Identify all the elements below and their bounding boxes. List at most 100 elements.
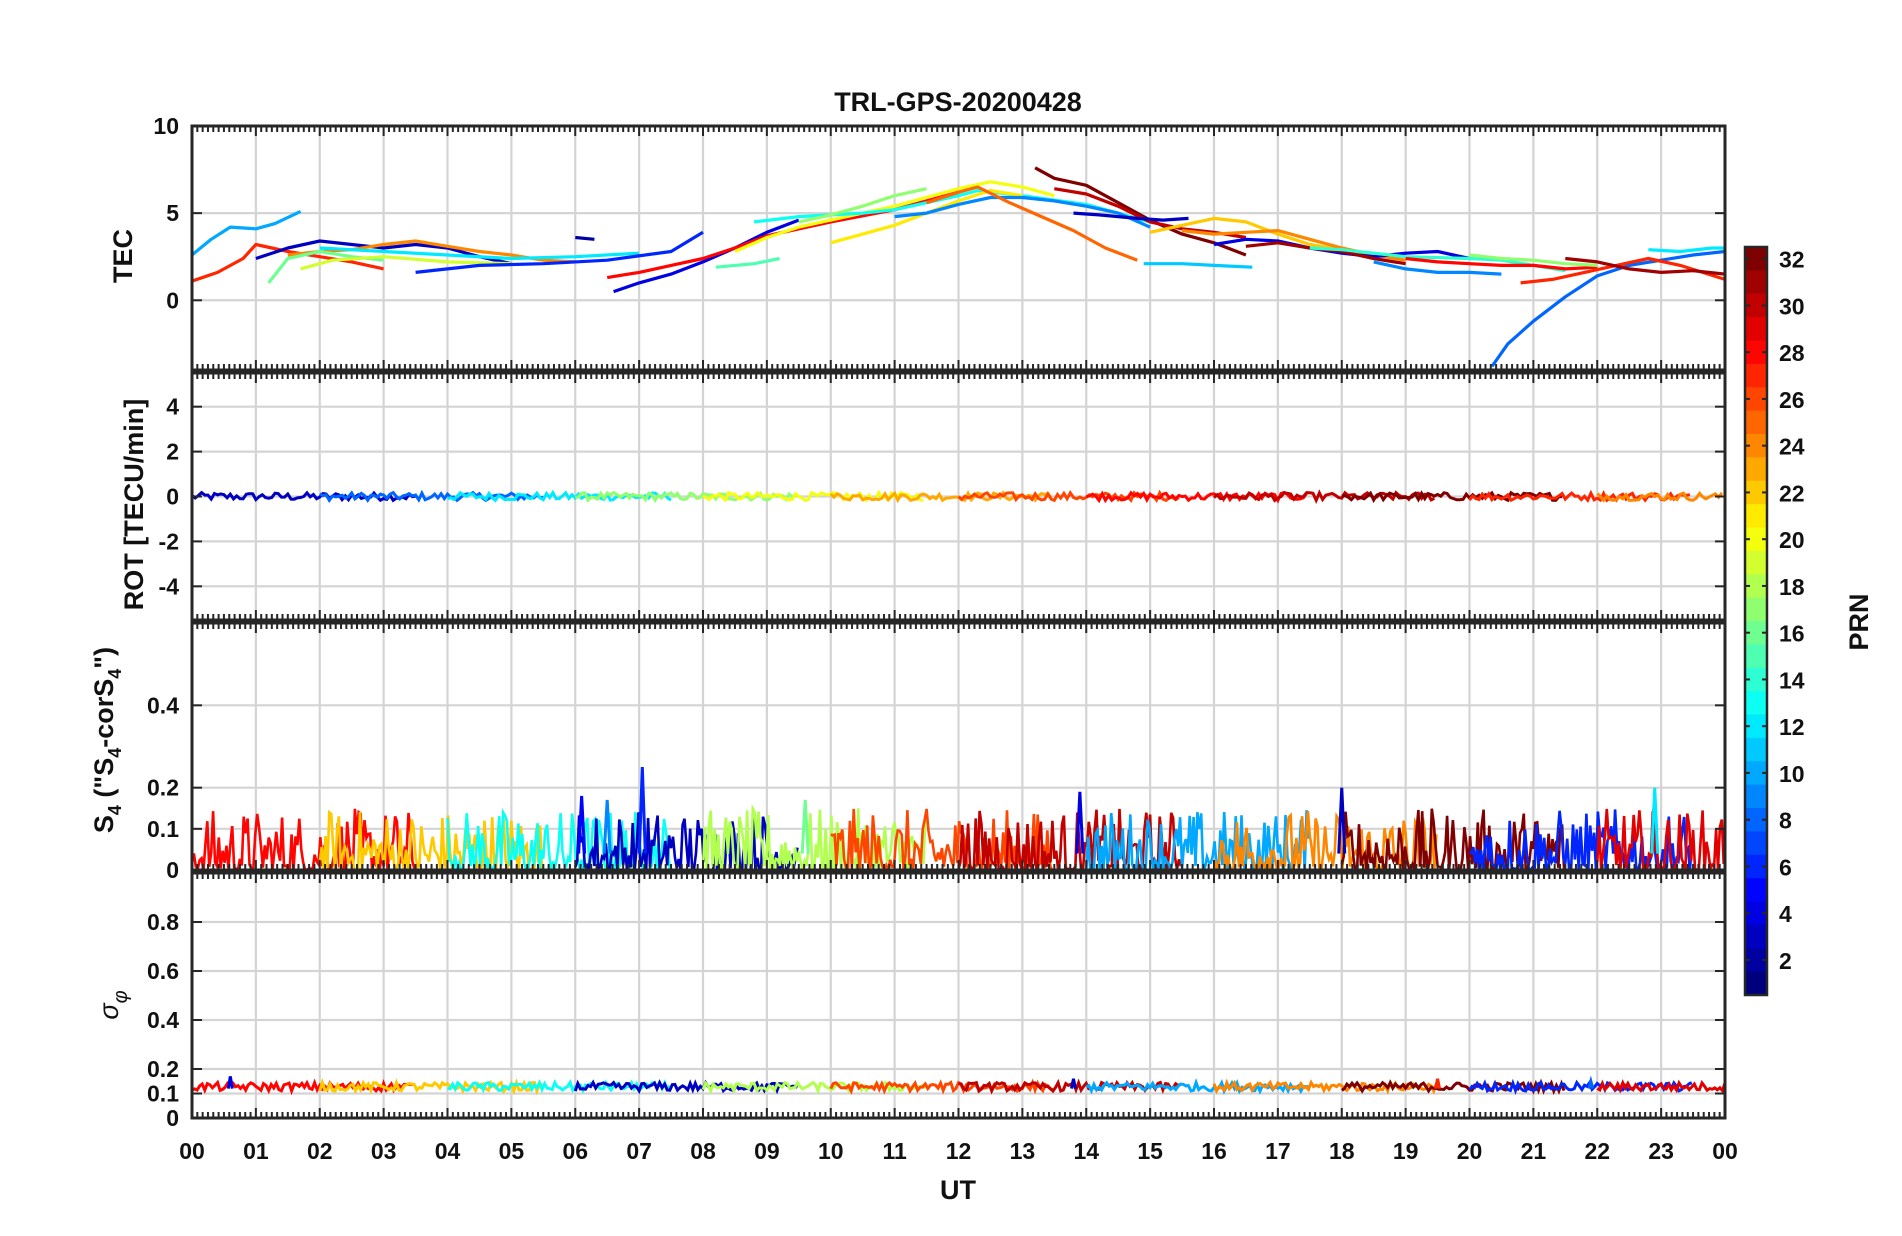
sigma-spike <box>1587 1075 1595 1089</box>
colorbar: 32 30 28 26 24 22 20 18 16 14 12 10 8 6 4 2 PRN <box>1743 245 1874 997</box>
tec-series-prn-17 <box>798 187 927 224</box>
tec-series-prn-25 <box>926 185 1138 262</box>
colorbar-tick-label: 10 <box>1779 761 1805 787</box>
tec-series-prn-19 <box>300 255 512 271</box>
tec-series-prn-10 <box>192 209 302 257</box>
y-tick-label: 0.8 <box>147 909 179 935</box>
tec-series-prn-22 <box>1149 216 1343 252</box>
tec-series-prn-28 <box>606 190 959 280</box>
colorbar-segment <box>1745 527 1767 552</box>
sigma-trace <box>701 1080 927 1095</box>
y-tick-label: -2 <box>159 528 179 554</box>
sigma-spike <box>226 1076 234 1089</box>
tec-series-prn-27 <box>192 242 384 283</box>
y-tick-label: 0 <box>166 857 179 883</box>
x-tick-label: 03 <box>371 1138 397 1164</box>
tec-series-prn-9 <box>1373 260 1502 276</box>
colorbar-segment <box>1745 270 1767 295</box>
y-tick-label: 0 <box>166 484 179 510</box>
colorbar-segment <box>1745 971 1767 996</box>
colorbar-tick-label: 20 <box>1779 527 1805 553</box>
colorbar-frame <box>1743 245 1769 997</box>
s4-trace <box>1212 810 1438 870</box>
colorbar-tick-label: 2 <box>1779 948 1792 974</box>
x-tick-label: 08 <box>690 1138 716 1164</box>
colorbar-segment <box>1745 691 1767 716</box>
x-tick-label: 22 <box>1584 1138 1610 1164</box>
tec-series-prn-6 <box>415 230 704 274</box>
colorbar-tick-label: 28 <box>1779 340 1805 366</box>
colorbar-segment <box>1745 247 1767 271</box>
y-tick-label: 0.1 <box>147 1081 179 1107</box>
colorbar-tick-label: 18 <box>1779 574 1805 600</box>
x-tick-label: 06 <box>562 1138 588 1164</box>
tec-series-prn-3 <box>1073 211 1189 222</box>
sigma-trace <box>1468 1078 1693 1096</box>
x-tick-label: 18 <box>1329 1138 1355 1164</box>
y-tick-label: 2 <box>166 439 179 465</box>
y-tick-label: -4 <box>159 573 180 599</box>
sigma-trace <box>1596 1079 1725 1094</box>
colorbar-segment <box>1745 387 1767 412</box>
x-tick-label: 12 <box>946 1138 972 1164</box>
x-tick-label: 09 <box>754 1138 780 1164</box>
y-tick-label: 0 <box>166 1105 179 1131</box>
colorbar-tick-label: 6 <box>1779 854 1792 880</box>
x-tick-label: 23 <box>1648 1138 1674 1164</box>
sigma-trace <box>318 1077 543 1096</box>
tec-series-prn-9 <box>894 195 1151 229</box>
s4-spike <box>577 795 587 854</box>
colorbar-segment <box>1745 480 1767 505</box>
tec-series-prn-30 <box>1054 187 1247 240</box>
colorbar-segment <box>1745 574 1767 599</box>
colorbar-segment <box>1745 340 1767 365</box>
colorbar-segment <box>1745 434 1767 458</box>
colorbar-segment <box>1745 410 1767 435</box>
colorbar-segment <box>1745 317 1767 342</box>
colorbar-tick-label: 8 <box>1779 808 1792 834</box>
y-axis-label-s4-mid: -corS <box>89 679 119 748</box>
colorbar-tick-label: 26 <box>1779 387 1805 413</box>
colorbar-segment <box>1745 761 1767 786</box>
rot-trace <box>1596 491 1724 503</box>
y-tick-label: 5 <box>166 200 179 226</box>
tec-series-prn-8 <box>1490 249 1725 368</box>
y-axis-label-s4-end: ") <box>89 647 119 669</box>
colorbar-tick-label: 24 <box>1779 434 1805 460</box>
colorbar-segment <box>1745 550 1767 575</box>
x-tick-label: 01 <box>243 1138 269 1164</box>
colorbar-tick-label: 14 <box>1779 667 1805 693</box>
tec-series-prn-28 <box>1405 256 1598 271</box>
y-axis-label-tec: TEC <box>108 229 138 283</box>
colorbar-tick-label: 4 <box>1779 901 1792 927</box>
y-tick-label: 0.2 <box>147 775 179 801</box>
x-tick-label: 19 <box>1393 1138 1419 1164</box>
y-tick-label: 0.6 <box>147 958 179 984</box>
tec-series-prn-3 <box>255 239 512 266</box>
tec-series-prn-20 <box>734 180 1055 253</box>
colorbar-tick-label: 32 <box>1779 247 1805 273</box>
y-axis-label-s4: S4 ("S4-corS4") <box>89 647 125 833</box>
x-tick-labels: 00 01 02 03 04 05 06 07 08 09 10 11 12 13 14 15 16 17 18 19… <box>179 1138 1738 1164</box>
y-axis-label-s4-base: S <box>89 815 119 833</box>
x-tick-label: 00 <box>179 1138 205 1164</box>
colorbar-segment <box>1745 667 1767 692</box>
tec-series-prn-11 <box>1143 262 1253 269</box>
s4-spike <box>1650 787 1660 854</box>
colorbar-segment <box>1745 901 1767 926</box>
y-tick-label: 0 <box>166 287 179 313</box>
panel-rot: -4 -2 0 2 4 ROT [TECU/min] <box>119 371 1727 622</box>
s4-trace <box>446 807 672 870</box>
tec-series-prn-12 <box>319 246 640 261</box>
s4-spike <box>637 767 647 854</box>
panel-data <box>192 1075 1725 1096</box>
x-tick-label: 04 <box>435 1138 461 1164</box>
panel-data <box>192 489 1724 505</box>
panel-s4: 00.10.20.4S4 ("S4-corS4") <box>89 621 1727 883</box>
x-tick-label: 15 <box>1137 1138 1163 1164</box>
s4-spike <box>800 799 810 854</box>
x-tick-label: 20 <box>1457 1138 1483 1164</box>
y-tick-label: 0.4 <box>147 692 179 718</box>
colorbar-segment <box>1745 808 1767 832</box>
colorbar-segment <box>1745 878 1767 903</box>
